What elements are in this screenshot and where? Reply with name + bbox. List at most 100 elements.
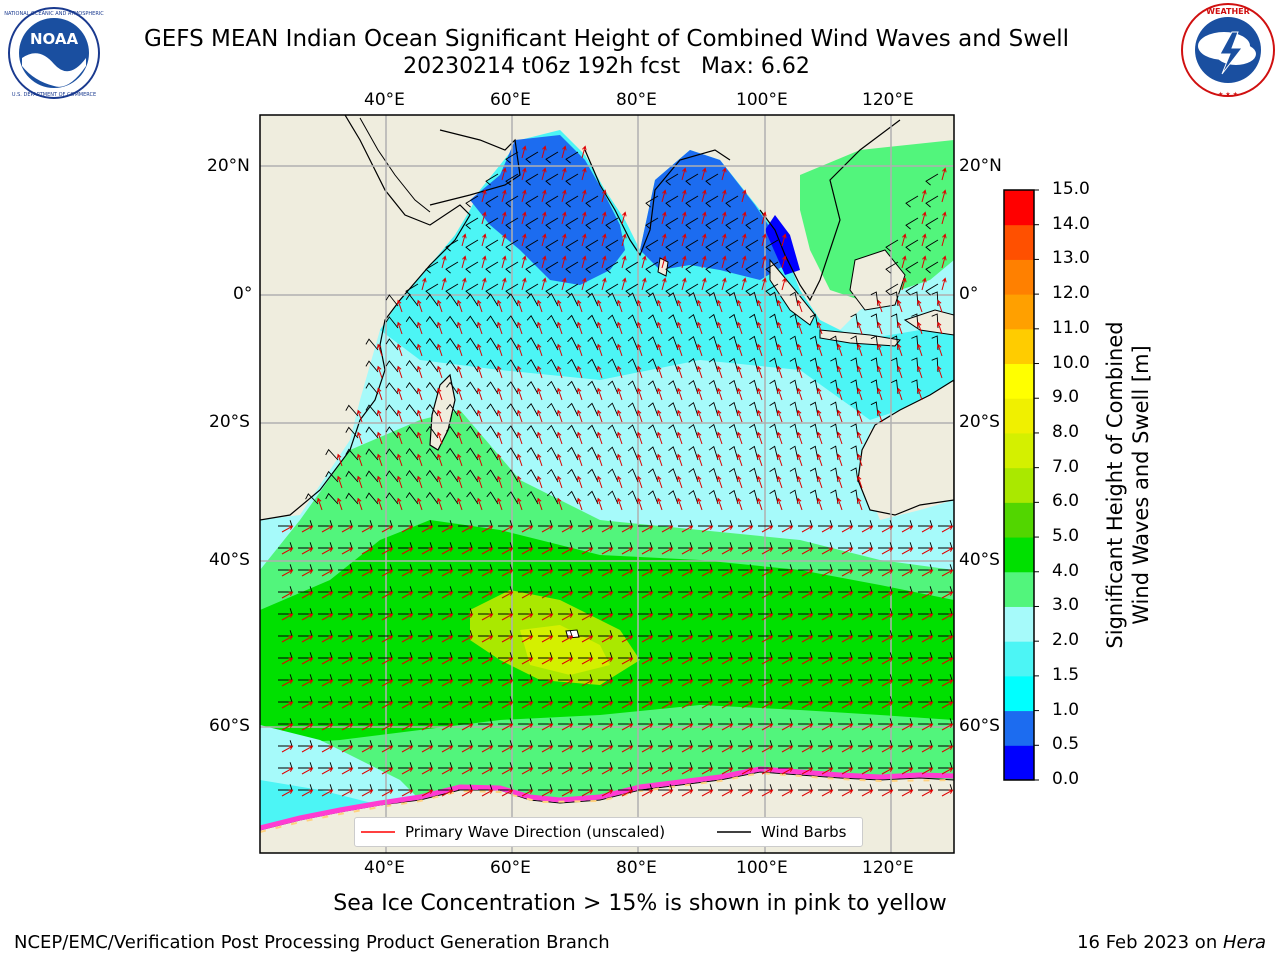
wave-direction-arrow	[801, 723, 814, 731]
wave-direction-arrow	[381, 767, 394, 775]
wave-direction-arrow	[861, 789, 874, 797]
wave-direction-arrow	[321, 723, 334, 731]
wave-direction-arrow	[781, 547, 794, 555]
wave-direction-arrow	[321, 679, 334, 687]
wave-direction-arrow	[801, 635, 814, 643]
wind-barb	[486, 469, 499, 483]
colorbar-swatch	[1004, 710, 1034, 746]
wave-direction-arrow	[721, 547, 734, 555]
wave-direction-arrow	[676, 409, 683, 423]
wave-direction-arrow	[301, 723, 314, 731]
wind-barb	[665, 195, 679, 208]
wave-direction-arrow	[881, 613, 894, 621]
wind-barb	[385, 448, 399, 461]
wind-barb	[425, 403, 439, 417]
wave-direction-arrow	[421, 591, 434, 599]
wave-direction-arrow	[681, 255, 687, 269]
wave-direction-arrow	[476, 409, 483, 423]
wind-barb	[708, 313, 719, 329]
wave-direction-arrow	[361, 723, 374, 731]
wind-barb	[665, 173, 679, 186]
wave-direction-arrow	[641, 745, 654, 753]
wind-barb	[905, 217, 919, 230]
wind-barb	[648, 446, 659, 461]
wave-direction-arrow	[796, 497, 803, 511]
wave-direction-arrow	[801, 745, 814, 753]
wave-direction-arrow	[661, 701, 674, 709]
wind-barb	[446, 425, 459, 439]
wind-barb	[749, 467, 759, 483]
wave-direction-arrow	[776, 453, 783, 467]
wave-direction-arrow	[316, 497, 323, 511]
wind-barb	[708, 401, 719, 417]
wind-barb	[526, 447, 539, 461]
wave-direction-arrow	[496, 321, 503, 335]
wave-direction-arrow	[941, 679, 954, 687]
wave-direction-arrow	[701, 701, 714, 709]
wave-direction-arrow	[741, 211, 747, 225]
wave-direction-arrow	[421, 723, 434, 731]
wave-direction-arrow	[881, 679, 894, 687]
wave-direction-arrow	[821, 591, 834, 599]
wave-direction-arrow	[441, 745, 454, 753]
wave-direction-arrow	[916, 343, 923, 357]
wave-direction-arrow	[441, 767, 454, 775]
wave-direction-arrow	[716, 431, 723, 445]
wave-direction-arrow	[941, 525, 954, 533]
wave-direction-arrow	[536, 431, 543, 445]
wave-direction-arrow	[736, 321, 743, 335]
wave-direction-arrow	[696, 431, 703, 445]
wave-direction-arrow	[581, 701, 594, 709]
colorbar-tick-label: 10.0	[1052, 352, 1090, 373]
wave-direction-arrow	[696, 299, 703, 313]
wave-direction-arrow	[416, 343, 423, 357]
wave-direction-arrow	[561, 189, 567, 203]
wave-direction-arrow	[421, 569, 434, 577]
arabia-coast	[429, 129, 521, 206]
wind-barb	[365, 448, 379, 461]
wave-direction-arrow	[361, 701, 374, 709]
wind-barb	[585, 195, 599, 208]
wave-direction-arrow	[436, 365, 443, 379]
wave-direction-arrow	[581, 211, 587, 225]
wave-direction-arrow	[816, 497, 823, 511]
wind-barb	[809, 379, 819, 395]
wave-direction-arrow	[921, 211, 927, 225]
wind-barb	[627, 380, 639, 395]
wave-direction-arrow	[636, 497, 643, 511]
wind-barb	[708, 445, 719, 461]
wave-direction-arrow	[741, 767, 754, 775]
wave-direction-arrow	[301, 701, 314, 709]
wave-direction-arrow	[521, 547, 534, 555]
wind-barb	[627, 402, 639, 417]
wave-direction-arrow	[901, 745, 914, 753]
wind-barb	[385, 470, 399, 483]
wave-direction-arrow	[521, 635, 534, 643]
wave-direction-arrow	[601, 569, 614, 577]
wave-direction-arrow	[356, 497, 363, 511]
wind-barb	[425, 283, 439, 296]
wind-barb	[385, 338, 399, 351]
wave-direction-arrow	[416, 299, 423, 313]
wave-direction-arrow	[676, 453, 683, 467]
wave-direction-arrow	[756, 453, 763, 467]
wind-barb	[425, 425, 439, 439]
wave-direction-arrow	[481, 547, 494, 555]
wave-direction-arrow	[721, 723, 734, 731]
wave-direction-arrow	[341, 723, 354, 731]
wave-direction-arrow	[381, 789, 394, 797]
lat-tick-right-20s: 20°S	[959, 412, 1000, 432]
wind-barb	[485, 173, 499, 186]
wave-direction-arrow	[921, 789, 934, 797]
wave-direction-arrow	[661, 591, 674, 599]
wave-direction-arrow	[441, 525, 454, 533]
wind-barb	[688, 291, 699, 307]
wind-barb	[365, 426, 379, 439]
wave-direction-arrow	[561, 635, 574, 643]
lat-tick-left-20n: 20°N	[207, 156, 250, 176]
wave-direction-arrow	[401, 723, 414, 731]
wave-direction-arrow	[881, 767, 894, 775]
wind-barb	[850, 313, 859, 329]
wind-barb	[850, 445, 859, 461]
wave-direction-arrow	[481, 569, 494, 577]
